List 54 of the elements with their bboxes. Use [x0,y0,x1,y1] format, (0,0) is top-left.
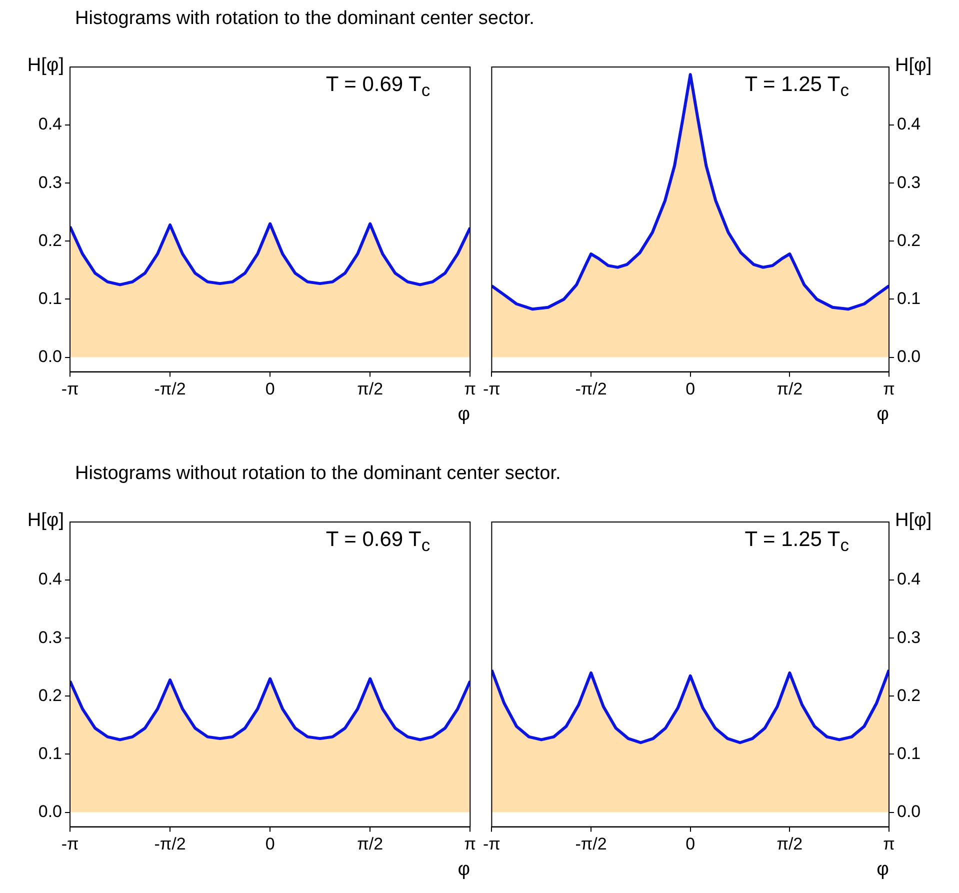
x-tick-label: -π [61,380,79,399]
x-tick-label: -π [483,380,500,399]
x-tick-label: 0 [686,380,696,399]
x-tick-label: π/2 [357,380,384,399]
y2-tick-label: 0.2 [897,686,921,705]
x-axis-title: φ [876,404,889,425]
x-tick-label: π/2 [776,380,803,399]
y2-tick-label: 0.0 [897,346,921,366]
y-tick-label: 0.1 [38,744,62,763]
x-tick-label: π [464,380,476,399]
y2-tick-label: 0.0 [897,802,921,821]
y-tick-label: 0.0 [38,802,62,821]
y-tick-label: 0.2 [38,230,62,250]
annotation: T = 0.69 T$_{c}$ [326,528,430,556]
y-tick-label: 0.1 [38,288,62,308]
y-tick-label: 0.3 [38,628,62,647]
y2-tick-label: 0.4 [897,570,921,589]
x-tick-label: -π/2 [154,834,186,854]
x-tick-label: -π [61,834,79,854]
y2-tick-label: 0.2 [897,230,921,250]
y-axis-title: H[φ] [27,510,64,532]
x-axis-title: φ [458,404,470,425]
annotation: T = 1.25 T$_{c}$ [744,528,849,556]
y-tick-label: 0.4 [38,114,62,134]
y-tick-label: 0.2 [38,686,62,705]
x-tick-label: π [464,834,476,854]
x-tick-label: π/2 [776,834,803,854]
y-tick-label: 0.3 [38,172,62,192]
x-tick-label: π [883,834,895,854]
x-axis-title: φ [458,858,470,880]
annotation: T = 1.25 T$_{c}$ [744,73,849,102]
y2-tick-label: 0.1 [897,744,921,763]
y2-axis-title: H[φ] [895,510,932,532]
y-axis-title: H[φ] [27,55,64,77]
y-tick-label: 0.4 [38,570,62,589]
x-tick-label: -π/2 [154,380,186,399]
x-axis-title: φ [876,858,889,880]
y2-tick-label: 0.1 [897,288,921,308]
annotation: T = 0.69 T$_{c}$ [326,73,430,102]
y2-axis-title: H[φ] [895,55,932,77]
x-tick-label: -π/2 [575,380,607,399]
x-tick-label: -π/2 [575,834,607,854]
y2-tick-label: 0.4 [897,114,921,134]
x-tick-label: 0 [265,380,275,399]
x-tick-label: 0 [265,834,275,854]
chart-title: Histograms without rotation to the dominant center sector. [75,463,561,485]
chart-title: Histograms with rotation to the dominant center sector. [75,8,534,30]
y-tick-label: 0.0 [38,346,62,366]
x-tick-label: -π [483,834,500,854]
x-tick-label: π [883,380,895,399]
x-tick-label: 0 [686,834,696,854]
y2-tick-label: 0.3 [897,628,921,647]
y2-tick-label: 0.3 [897,172,921,192]
x-tick-label: π/2 [357,834,384,854]
